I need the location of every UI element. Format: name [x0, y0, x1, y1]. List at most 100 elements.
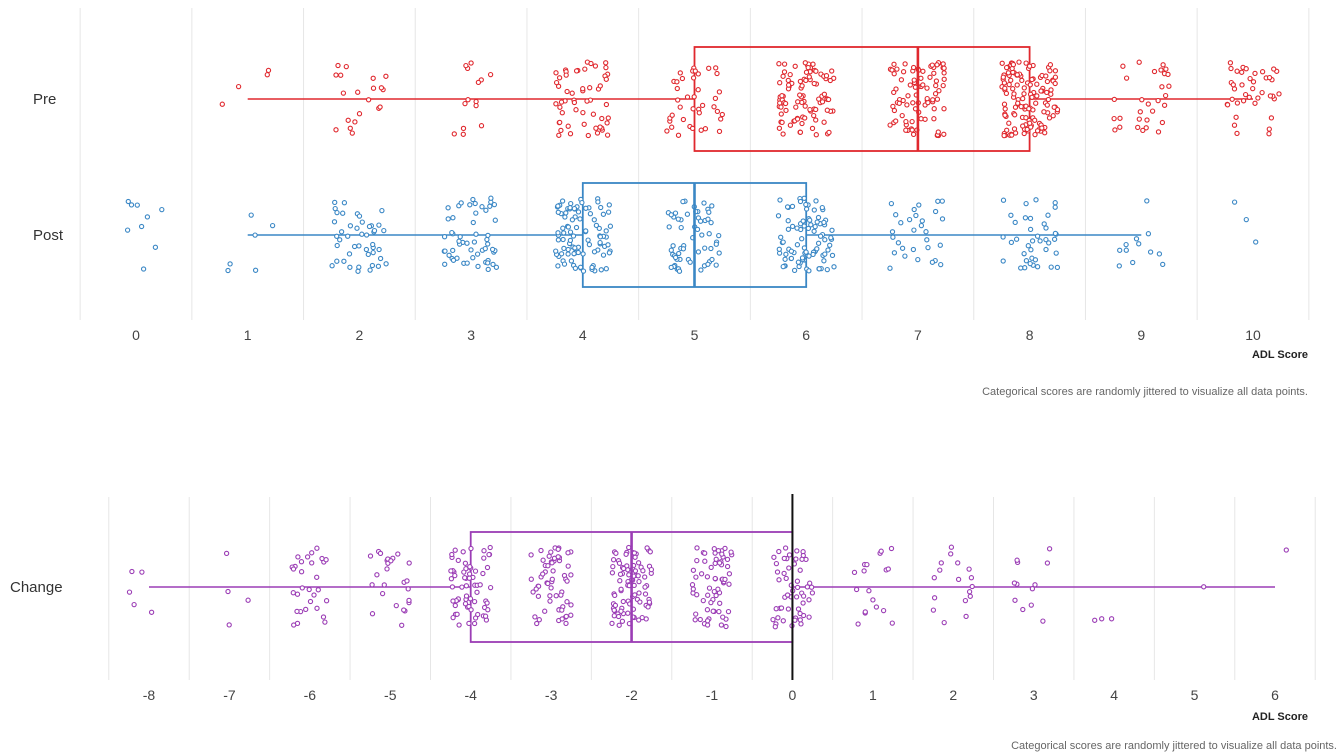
data-point	[464, 584, 468, 588]
data-point	[787, 566, 791, 570]
data-point	[1160, 120, 1164, 124]
data-point	[541, 558, 545, 562]
data-point	[468, 597, 472, 601]
data-point	[333, 200, 337, 204]
data-point	[942, 107, 946, 111]
data-point	[372, 229, 376, 233]
data-point	[474, 104, 478, 108]
data-point	[463, 561, 467, 565]
data-point	[237, 85, 241, 89]
data-point	[1140, 98, 1144, 102]
data-point	[578, 217, 582, 221]
data-point	[556, 555, 560, 559]
x-tick-label: 9	[1137, 327, 1145, 343]
data-point	[469, 61, 473, 65]
data-point	[827, 130, 831, 134]
data-point	[600, 116, 604, 120]
data-point	[956, 561, 960, 565]
data-point	[1015, 237, 1019, 241]
data-point	[804, 78, 808, 82]
data-point	[1053, 69, 1057, 73]
data-point	[832, 265, 836, 269]
data-point	[717, 610, 721, 614]
data-point	[457, 623, 461, 627]
data-point	[1042, 110, 1046, 114]
data-point	[685, 95, 689, 99]
data-point	[308, 599, 312, 603]
data-point	[1118, 116, 1122, 120]
data-point	[365, 233, 369, 237]
data-point	[1036, 265, 1040, 269]
data-point	[588, 212, 592, 216]
data-point	[481, 571, 485, 575]
data-point	[781, 132, 785, 136]
x-tick-label: 6	[1271, 687, 1279, 703]
data-point	[486, 233, 490, 237]
data-point	[1161, 63, 1165, 67]
data-point	[367, 224, 371, 228]
data-point	[1036, 129, 1040, 133]
data-point	[574, 108, 578, 112]
jitter-note: Categorical scores are randomly jittered…	[982, 386, 1308, 398]
data-point	[786, 593, 790, 597]
data-point	[678, 71, 682, 75]
data-point	[1269, 116, 1273, 120]
data-point	[465, 261, 469, 265]
data-point	[568, 238, 572, 242]
data-point	[791, 224, 795, 228]
data-point	[813, 225, 817, 229]
data-point	[1053, 231, 1057, 235]
data-point	[670, 125, 674, 129]
x-tick-label: 1	[244, 327, 252, 343]
data-point	[356, 90, 360, 94]
data-point	[370, 263, 374, 267]
data-point	[300, 570, 304, 574]
data-point	[852, 570, 856, 574]
data-point	[702, 201, 706, 205]
data-point	[554, 71, 558, 75]
data-point	[789, 249, 793, 253]
data-point	[357, 244, 361, 248]
data-point	[249, 213, 253, 217]
data-point	[581, 252, 585, 256]
data-point	[941, 62, 945, 66]
data-point	[570, 218, 574, 222]
data-point	[1020, 78, 1024, 82]
data-point	[489, 73, 493, 77]
data-point	[694, 575, 698, 579]
data-point	[827, 97, 831, 101]
data-point	[332, 220, 336, 224]
data-point	[604, 267, 608, 271]
data-point	[939, 561, 943, 565]
x-tick-label: 6	[802, 327, 810, 343]
data-point	[712, 590, 716, 594]
data-point	[576, 210, 580, 214]
data-point	[378, 551, 382, 555]
data-point	[554, 102, 558, 106]
data-point	[808, 218, 812, 222]
data-point	[310, 551, 314, 555]
data-point	[452, 132, 456, 136]
data-point	[894, 119, 898, 123]
data-point	[1043, 131, 1047, 135]
data-point	[825, 108, 829, 112]
data-point	[583, 67, 587, 71]
data-point	[356, 269, 360, 273]
data-point	[463, 576, 467, 580]
data-point	[1048, 69, 1052, 73]
data-point	[607, 203, 611, 207]
data-point	[949, 545, 953, 549]
data-point	[719, 623, 723, 627]
data-point	[807, 75, 811, 79]
data-point	[825, 268, 829, 272]
data-point	[564, 621, 568, 625]
data-point	[1157, 252, 1161, 256]
row-label-post: Post	[33, 227, 64, 244]
data-point	[225, 551, 229, 555]
data-point	[910, 120, 914, 124]
data-point	[295, 592, 299, 596]
data-point	[1242, 99, 1246, 103]
x-tick-label: -5	[384, 687, 397, 703]
data-point	[935, 63, 939, 67]
data-point	[1001, 259, 1005, 263]
